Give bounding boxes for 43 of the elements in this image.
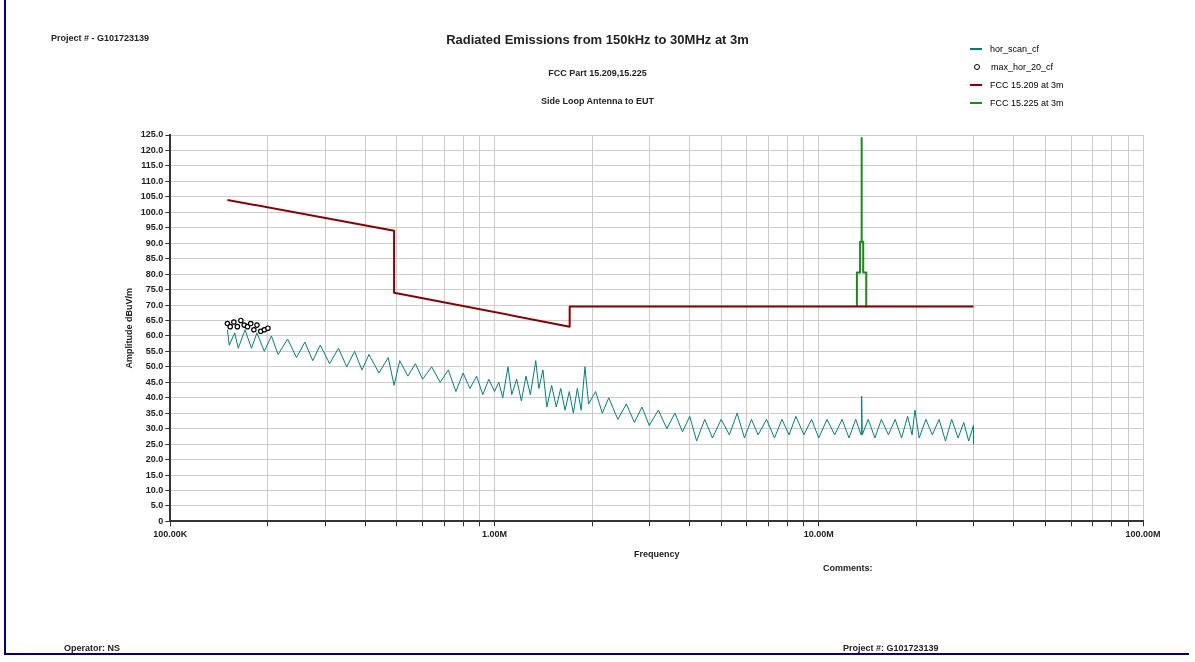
y-tick-label: 25.0 xyxy=(145,438,164,449)
y-tick-label: 60.0 xyxy=(145,330,164,341)
x-axis-title: Frequency xyxy=(633,549,680,560)
legend-label: hor_scan_cf xyxy=(990,44,1040,54)
legend-label: FCC 15.209 at 3m xyxy=(990,80,1064,90)
x-tick-label: 100.00K xyxy=(153,529,188,540)
text: Side Loop Antenna to EUT xyxy=(540,96,655,106)
y-tick-label: 30.0 xyxy=(145,423,164,434)
y-tick-label: 100.0 xyxy=(140,206,164,217)
y-tick-label: 20.0 xyxy=(145,454,164,465)
y-tick-label: 15.0 xyxy=(145,469,164,480)
y-tick-label: 70.0 xyxy=(145,299,164,310)
text: Project # - G101723139 xyxy=(51,33,150,43)
x-tick-label: 100.00M xyxy=(1125,529,1161,540)
legend-label: FCC 15.225 at 3m xyxy=(990,98,1064,108)
y-tick-label: 85.0 xyxy=(145,253,164,264)
y-tick-label: 125.0 xyxy=(140,129,164,140)
y-tick-label: 105.0 xyxy=(140,191,164,202)
y-tick-label: 5.0 xyxy=(150,500,164,511)
y-tick-label: 50.0 xyxy=(145,361,164,372)
y-tick-label: 120.0 xyxy=(140,144,164,155)
y-axis-title: Amplitude dBuV/m xyxy=(123,287,134,369)
chart-title: Radiated Emissions from 150kHz to 30MHz at 3m xyxy=(446,32,749,47)
y-tick-label: 45.0 xyxy=(145,376,164,387)
y-tick-label: 90.0 xyxy=(145,237,164,248)
y-tick-label: 115.0 xyxy=(141,160,164,171)
y-tick-label: 55.0 xyxy=(145,345,164,356)
y-tick-label: 65.0 xyxy=(145,314,164,325)
y-tick-label: 75.0 xyxy=(145,284,164,295)
y-tick-label: 40.0 xyxy=(145,392,164,403)
chart-subtitle: FCC Part 15.209,15.225 xyxy=(548,68,647,78)
y-tick-label: 80.0 xyxy=(145,268,164,279)
y-tick-label: 95.0 xyxy=(145,222,164,233)
y-tick-label: 35.0 xyxy=(145,407,164,418)
y-tick-label: 10.0 xyxy=(145,484,164,495)
x-tick-label: 10.00M xyxy=(803,529,834,540)
y-tick-label: 0 xyxy=(158,515,164,526)
y-tick-label: 110.0 xyxy=(141,175,164,186)
legend-label: max_hor_20_cf xyxy=(991,62,1054,72)
x-tick-label: 1.00M xyxy=(482,529,508,540)
text: Operator: NS xyxy=(64,643,121,653)
text: Project #: G101723139 xyxy=(843,643,939,653)
text: Comments: xyxy=(823,563,873,573)
